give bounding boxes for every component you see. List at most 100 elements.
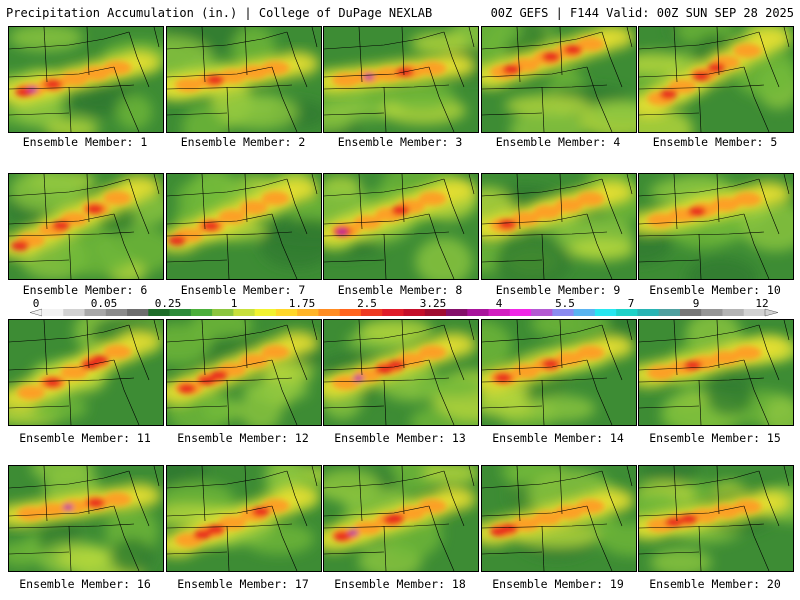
colorbar-swatch bbox=[318, 309, 341, 316]
ensemble-member-map bbox=[638, 173, 794, 280]
ensemble-member-map bbox=[8, 465, 164, 572]
ensemble-member-label: Ensemble Member: 18 bbox=[334, 577, 466, 591]
valid-time: 00Z GEFS | F144 Valid: 00Z SUN SEP 28 20… bbox=[490, 6, 794, 20]
ensemble-member-label: Ensemble Member: 16 bbox=[19, 577, 151, 591]
ensemble-member-label: Ensemble Member: 9 bbox=[495, 283, 621, 297]
colorbar-swatch bbox=[403, 309, 426, 316]
colorbar-swatch bbox=[212, 309, 234, 316]
precip-field bbox=[639, 466, 793, 571]
precip-field bbox=[324, 466, 478, 571]
ensemble-member-map bbox=[323, 319, 479, 426]
colorbar-tick-label: 3.25 bbox=[419, 297, 447, 310]
precip-field bbox=[482, 174, 636, 279]
ensemble-member-label: Ensemble Member: 3 bbox=[337, 135, 463, 149]
colorbar-swatch bbox=[127, 309, 149, 316]
ensemble-member-map bbox=[638, 319, 794, 426]
ensemble-member-label: Ensemble Member: 4 bbox=[495, 135, 621, 149]
ensemble-member-label: Ensemble Member: 20 bbox=[649, 577, 781, 591]
ensemble-member-map bbox=[166, 465, 322, 572]
colorbar-tick-label: 7 bbox=[627, 297, 635, 310]
ensemble-member-map bbox=[323, 173, 479, 280]
ensemble-member-label: Ensemble Member: 8 bbox=[337, 283, 463, 297]
colorbar-tick-label: 1 bbox=[230, 297, 238, 310]
colorbar-swatch bbox=[658, 309, 681, 316]
precip-field bbox=[639, 174, 793, 279]
colorbar-swatch bbox=[42, 309, 64, 316]
ensemble-member-label: Ensemble Member: 15 bbox=[649, 431, 781, 445]
precip-field bbox=[482, 320, 636, 425]
ensemble-member-label: Ensemble Member: 7 bbox=[180, 283, 306, 297]
ensemble-member-map bbox=[481, 173, 637, 280]
colorbar-swatch bbox=[424, 309, 447, 316]
colorbar-swatch bbox=[594, 309, 617, 316]
colorbar-swatch bbox=[63, 309, 86, 316]
ensemble-member-label: Ensemble Member: 11 bbox=[19, 431, 151, 445]
ensemble-member-map bbox=[8, 26, 164, 133]
ensemble-member-map bbox=[638, 465, 794, 572]
colorbar-swatch bbox=[488, 309, 511, 316]
ensemble-member-map bbox=[481, 465, 637, 572]
precip-field bbox=[9, 466, 163, 571]
colorbar-tick-label: 4 bbox=[495, 297, 503, 310]
colorbar-tick-label: 5.5 bbox=[555, 297, 575, 310]
colorbar-swatch bbox=[382, 309, 404, 316]
precip-field bbox=[167, 27, 321, 132]
colorbar-tick-label: 0.05 bbox=[90, 297, 118, 310]
ensemble-member-map bbox=[8, 319, 164, 426]
colorbar-tick-label: 12 bbox=[755, 297, 769, 310]
colorbar-tick-label: 1.75 bbox=[288, 297, 316, 310]
precip-field bbox=[482, 27, 636, 132]
colorbar-swatch bbox=[84, 309, 107, 316]
colorbar-swatch bbox=[190, 309, 213, 316]
ensemble-member-label: Ensemble Member: 12 bbox=[177, 431, 309, 445]
ensemble-member-map bbox=[166, 319, 322, 426]
ensemble-member-label: Ensemble Member: 19 bbox=[492, 577, 624, 591]
colorbar-swatch bbox=[105, 309, 128, 316]
ensemble-member-map bbox=[8, 173, 164, 280]
colorbar-swatch bbox=[148, 309, 171, 316]
colorbar-tick-label: 0.25 bbox=[154, 297, 182, 310]
precip-field bbox=[9, 174, 163, 279]
precip-field bbox=[9, 320, 163, 425]
precip-field bbox=[639, 27, 793, 132]
map-title: Precipitation Accumulation (in.) | Colle… bbox=[6, 6, 433, 20]
ensemble-member-map bbox=[481, 26, 637, 133]
precip-field bbox=[324, 27, 478, 132]
ensemble-member-label: Ensemble Member: 2 bbox=[180, 135, 306, 149]
ensemble-member-map bbox=[638, 26, 794, 133]
ensemble-member-label: Ensemble Member: 10 bbox=[649, 283, 781, 297]
colorbar-swatch bbox=[531, 309, 553, 316]
colorbar-swatch bbox=[552, 309, 575, 316]
colorbar-tick-label: 9 bbox=[692, 297, 700, 310]
colorbar-swatch bbox=[701, 309, 723, 316]
ensemble-member-map bbox=[323, 465, 479, 572]
ensemble-member-map bbox=[166, 173, 322, 280]
precip-field bbox=[482, 466, 636, 571]
colorbar-swatch bbox=[467, 309, 490, 316]
colorbar-swatch bbox=[169, 309, 192, 316]
precip-field bbox=[167, 320, 321, 425]
precip-field bbox=[167, 466, 321, 571]
ensemble-member-label: Ensemble Member: 1 bbox=[22, 135, 148, 149]
colorbar-swatch bbox=[573, 309, 596, 316]
colorbar-tick-label: 2.5 bbox=[357, 297, 377, 310]
colorbar-swatch bbox=[743, 309, 766, 316]
precip-field bbox=[324, 174, 478, 279]
colorbar-swatch bbox=[297, 309, 319, 316]
colorbar-swatch bbox=[339, 309, 362, 316]
colorbar-swatch bbox=[360, 309, 383, 316]
colorbar-swatch bbox=[509, 309, 532, 316]
precip-colorbar bbox=[29, 308, 779, 317]
colorbar-tick-label: 0 bbox=[32, 297, 40, 310]
ensemble-member-label: Ensemble Member: 14 bbox=[492, 431, 624, 445]
colorbar-swatch bbox=[722, 309, 745, 316]
colorbar-swatch bbox=[254, 309, 277, 316]
precip-field bbox=[324, 320, 478, 425]
ensemble-member-map bbox=[481, 319, 637, 426]
colorbar-swatch bbox=[446, 309, 468, 316]
precip-field bbox=[9, 27, 163, 132]
ensemble-member-map bbox=[323, 26, 479, 133]
precip-field bbox=[167, 174, 321, 279]
colorbar-min-arrow bbox=[29, 308, 43, 317]
ensemble-member-label: Ensemble Member: 13 bbox=[334, 431, 466, 445]
